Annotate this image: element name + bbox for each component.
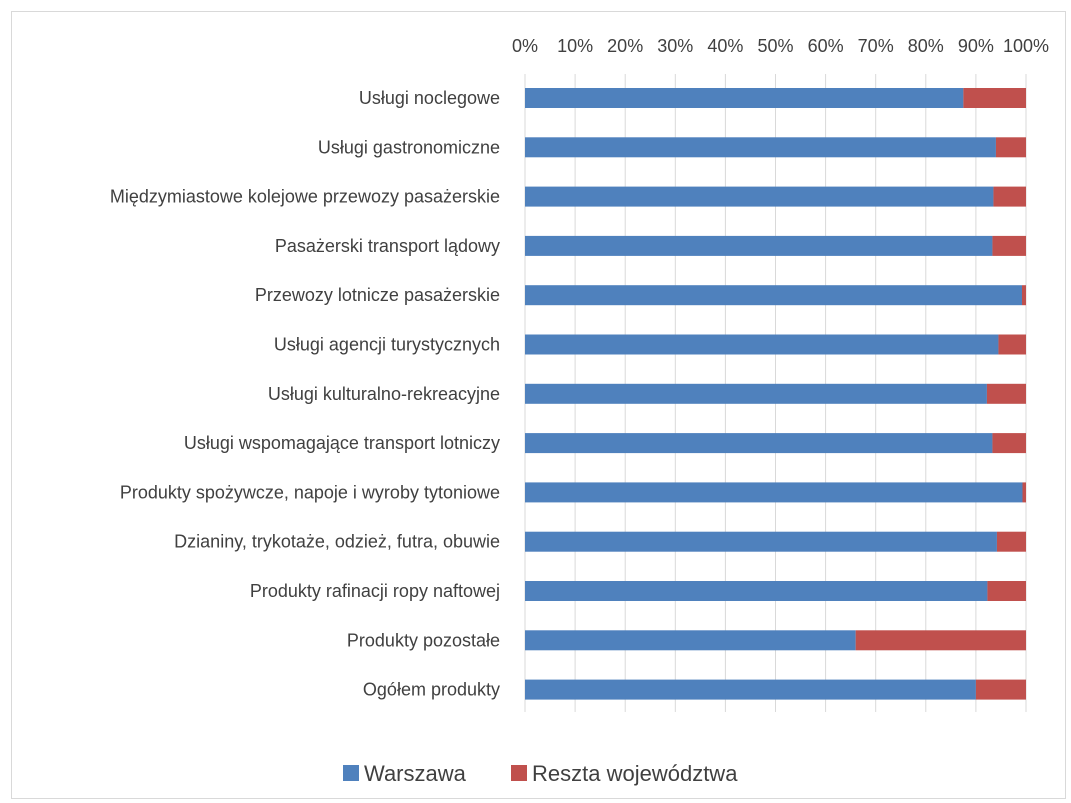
- bar-segment-warszawa: [525, 137, 996, 158]
- bar-segment-reszta-wojewodztwa: [992, 235, 1026, 256]
- bar-segment-reszta-wojewodztwa: [1022, 482, 1026, 503]
- bar-segment-warszawa: [525, 433, 993, 454]
- x-tick-label: 60%: [808, 36, 844, 56]
- bar-segment-warszawa: [525, 482, 1023, 503]
- category-label: Usługi gastronomiczne: [318, 137, 500, 157]
- bar-segment-warszawa: [525, 531, 997, 552]
- bar-segment-reszta-wojewodztwa: [855, 630, 1026, 651]
- bar-segment-reszta-wojewodztwa: [992, 433, 1026, 454]
- bar-segment-warszawa: [525, 581, 988, 601]
- category-label: Międzymiastowe kolejowe przewozy pasażer…: [110, 187, 500, 207]
- bar-segment-reszta-wojewodztwa: [995, 137, 1026, 158]
- category-labels: Usługi noclegowe Usługi gastronomiczne Mię…: [110, 88, 500, 700]
- bar-segment-warszawa: [525, 285, 1022, 306]
- bar-segment-warszawa: [525, 235, 993, 256]
- bar-segment-warszawa: [525, 383, 987, 404]
- x-axis-ticks: 0% 10% 20% 30% 40% 50% 60% 70% 80% 90% 100%: [512, 36, 1049, 56]
- category-label: Usługi noclegowe: [359, 88, 500, 108]
- legend-label: Reszta województwa: [532, 761, 738, 786]
- x-tick-label: 50%: [757, 36, 793, 56]
- category-label: Przewozy lotnicze pasażerskie: [255, 285, 500, 305]
- legend-label: Warszawa: [364, 761, 467, 786]
- bar-segment-reszta-wojewodztwa: [975, 679, 1026, 700]
- x-tick-label: 10%: [557, 36, 593, 56]
- bars: [525, 88, 1026, 700]
- x-tick-label: 100%: [1003, 36, 1049, 56]
- bar-segment-reszta-wojewodztwa: [998, 334, 1026, 355]
- x-tick-label: 0%: [512, 36, 538, 56]
- x-tick-label: 90%: [958, 36, 994, 56]
- x-tick-label: 20%: [607, 36, 643, 56]
- category-label: Usługi agencji turystycznych: [274, 335, 500, 355]
- category-label: Usługi kulturalno-rekreacyjne: [268, 384, 500, 404]
- category-label: Pasażerski transport lądowy: [275, 236, 500, 256]
- bar-segment-reszta-wojewodztwa: [963, 88, 1026, 108]
- bar-segment-reszta-wojewodztwa: [993, 186, 1026, 207]
- category-label: Produkty rafinacji ropy naftowej: [250, 581, 500, 601]
- bar-segment-reszta-wojewodztwa: [1021, 285, 1026, 306]
- category-label: Produkty spożywcze, napoje i wyroby tyto…: [120, 482, 500, 502]
- legend: Warszawa Reszta województwa: [343, 761, 738, 786]
- bar-segment-warszawa: [525, 679, 976, 700]
- legend-swatch: [511, 765, 527, 781]
- x-tick-label: 70%: [858, 36, 894, 56]
- bar-segment-reszta-wojewodztwa: [987, 581, 1026, 601]
- bar-segment-warszawa: [525, 630, 856, 651]
- x-tick-label: 30%: [657, 36, 693, 56]
- category-label: Ogółem produkty: [363, 680, 500, 700]
- bar-segment-warszawa: [525, 186, 994, 207]
- legend-swatch: [343, 765, 359, 781]
- category-label: Dzianiny, trykotaże, odzież, futra, obuw…: [174, 532, 500, 552]
- bar-segment-warszawa: [525, 334, 999, 355]
- bar-segment-warszawa: [525, 88, 964, 108]
- category-label: Produkty pozostałe: [347, 630, 500, 650]
- category-label: Usługi wspomagające transport lotniczy: [184, 433, 500, 453]
- bar-segment-reszta-wojewodztwa: [996, 531, 1026, 552]
- x-tick-label: 80%: [908, 36, 944, 56]
- bar-segment-reszta-wojewodztwa: [986, 383, 1026, 404]
- x-tick-label: 40%: [707, 36, 743, 56]
